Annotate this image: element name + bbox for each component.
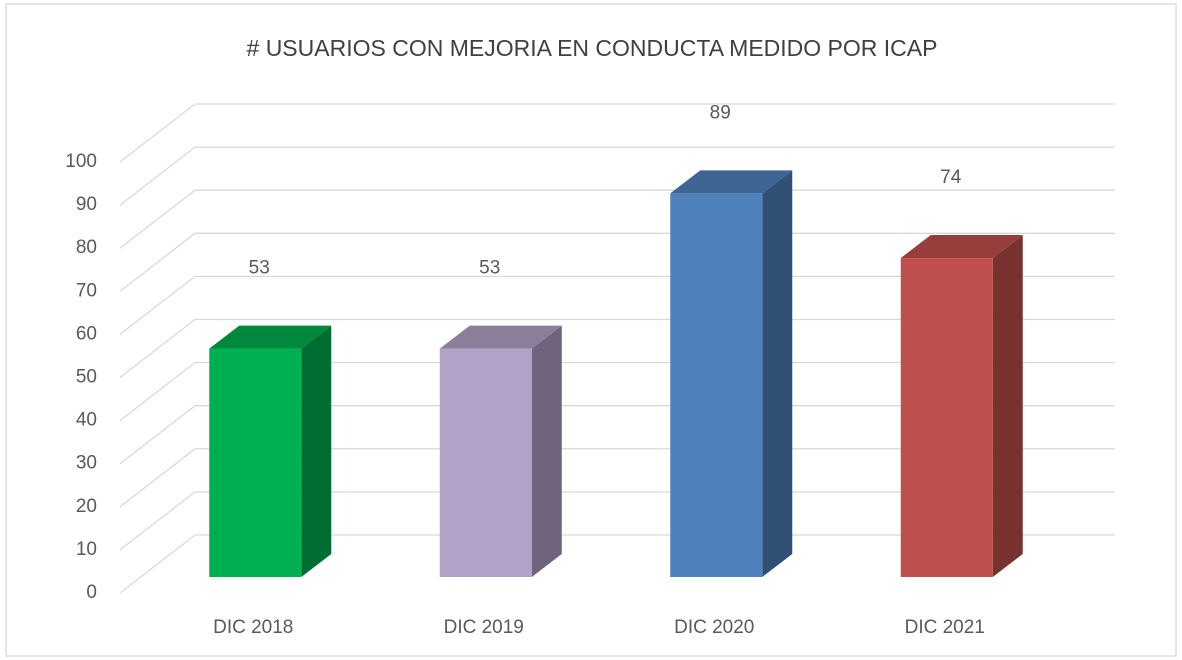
bar-top — [670, 170, 793, 194]
y-tick-label: 0 — [86, 582, 97, 603]
y-tick-label: 90 — [76, 194, 97, 215]
bar-top — [209, 325, 332, 349]
bar — [900, 258, 993, 577]
bar — [209, 348, 302, 577]
y-tick-label: 40 — [76, 410, 97, 431]
y-tick-label: 60 — [76, 323, 97, 344]
chart-title: # USUARIOS CON MEJORIA EN CONDUCTA MEDID… — [247, 35, 938, 61]
bar-top — [900, 235, 1023, 259]
grid-line — [119, 103, 1115, 163]
data-label: 53 — [479, 258, 500, 279]
grid-line — [119, 318, 1115, 379]
grid-line — [119, 275, 1115, 335]
bar — [439, 348, 532, 577]
y-tick-label: 100 — [65, 151, 97, 172]
bar-side — [762, 170, 793, 577]
grid-line — [119, 146, 1115, 206]
x-tick-label: DIC 2019 — [444, 617, 524, 638]
grid-line — [119, 448, 1115, 508]
x-tick-label: DIC 2020 — [674, 617, 754, 638]
bar — [670, 193, 763, 577]
x-tick-label: DIC 2018 — [213, 617, 293, 638]
data-label: 53 — [249, 258, 270, 279]
grid-line — [119, 189, 1115, 249]
bar-side — [531, 325, 562, 577]
y-tick-label: 70 — [76, 280, 97, 301]
y-tick-label: 50 — [76, 367, 97, 388]
grid-line — [119, 361, 1115, 422]
y-tick-label: 80 — [76, 237, 97, 258]
bar-side — [301, 325, 332, 577]
grid-line — [119, 405, 1115, 465]
y-tick-label: 30 — [76, 453, 97, 474]
bar-top — [439, 325, 562, 349]
y-tick-label: 20 — [76, 496, 97, 517]
x-tick-label: DIC 2021 — [905, 617, 985, 638]
y-tick-label: 10 — [76, 539, 97, 560]
grid-line — [119, 232, 1115, 292]
data-label: 74 — [940, 167, 962, 188]
data-label: 89 — [710, 102, 731, 123]
grid-line — [119, 534, 1115, 594]
grid-line — [119, 491, 1115, 551]
bar-side — [992, 235, 1023, 577]
